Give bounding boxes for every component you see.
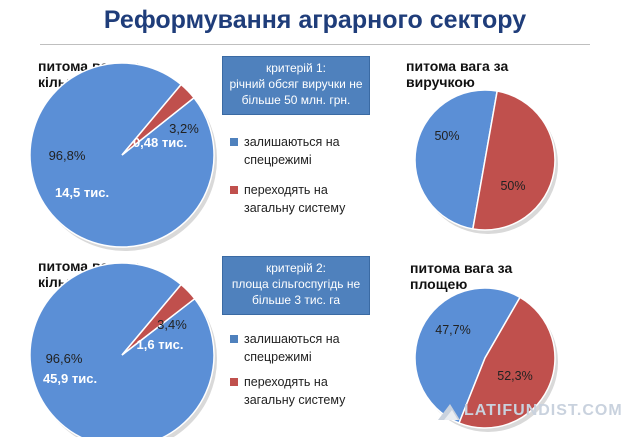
chart-4-title: питома вага за площею	[410, 260, 513, 292]
legend-label: переходять на загальну систему	[244, 375, 346, 407]
chart-2-title: питома вага за виручкою	[406, 58, 509, 90]
pie-1-percent-label: 96,8%	[49, 148, 86, 163]
pie-3-percent-label: 3,4%	[157, 317, 187, 332]
criterion-2-box: критерій 2: площа сільгоспугідь не більш…	[222, 256, 370, 315]
pie-2-percent-label: 50%	[500, 179, 525, 193]
pie-3-value-label: 45,9 тис.	[43, 371, 97, 386]
pie-4-slice-stay	[414, 287, 522, 425]
pie-3-slice-move	[121, 283, 196, 356]
title-divider	[40, 44, 590, 45]
pie-2-percent-label: 50%	[434, 129, 459, 143]
legend-swatch-red	[230, 186, 238, 194]
pie-3-percent-label: 96,6%	[46, 351, 83, 366]
pie-1-percent-label: 3,2%	[169, 121, 199, 136]
pie-1-value-label: 0,48 тис.	[133, 135, 187, 150]
pie-1-value-label: 14,5 тис.	[55, 185, 109, 200]
pie-4-percent-label: 47,7%	[435, 323, 470, 337]
watermark: LATIFUNDIST.COM	[464, 402, 623, 419]
legend-swatch-blue	[230, 335, 238, 343]
pie-4-slice-move	[458, 296, 556, 429]
legend-label: залишаються на спецрежимі	[244, 332, 340, 364]
pie-2-slice-move	[471, 90, 556, 231]
latifundist-logo-icon	[438, 404, 460, 420]
page-title: Реформування аграрного сектору	[103, 6, 527, 34]
criterion-1-box: критерій 1: річний обсяг виручки не біль…	[222, 56, 370, 115]
legend-swatch-blue	[230, 138, 238, 146]
legend-label: переходять на загальну систему	[244, 183, 346, 215]
legend-label: залишаються на спецрежимі	[244, 135, 340, 167]
pie-4-percent-label: 52,3%	[497, 369, 532, 383]
pie-1-slice-move	[121, 83, 196, 156]
pie-2-slice-stay	[414, 89, 499, 230]
pie-3-slice-stay	[29, 262, 215, 437]
pie-3-value-label: 1,6 тис.	[137, 337, 184, 352]
legend-swatch-red	[230, 378, 238, 386]
